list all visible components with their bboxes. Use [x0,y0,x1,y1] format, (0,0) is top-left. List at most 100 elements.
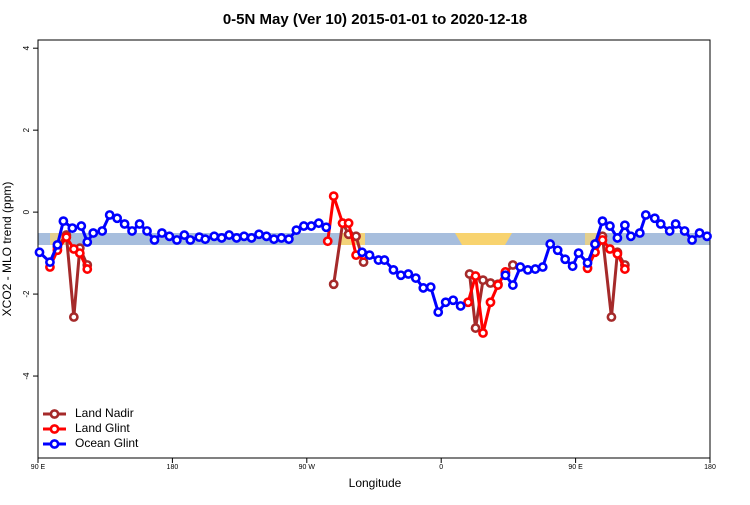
data-point [200,234,211,245]
data-point [142,226,152,236]
data-point [567,261,578,272]
data-point [664,226,675,236]
data-point [605,221,615,231]
data-point [261,231,272,242]
y-axis-label: XCO2 - MLO trend (ppm) [0,182,14,317]
band-highlight [455,233,512,245]
data-point [687,235,697,245]
data-point [507,260,518,270]
data-point [276,233,287,243]
data-point [171,235,182,245]
data-point [537,262,548,272]
data-point [88,228,99,238]
data-point [321,222,332,233]
data-point [619,264,630,274]
data-point [606,312,617,322]
x-tick-label: 180 [167,464,179,471]
data-point [82,264,93,274]
y-tick-label: -4 [22,372,31,380]
data-point [470,323,481,333]
data-point [164,231,175,242]
data-point [298,221,309,231]
x-tick-label: 90 W [299,464,316,471]
background-band [38,233,710,245]
data-point [149,235,160,245]
data-point [127,226,137,236]
y-tick-label: 4 [22,45,31,50]
data-point [410,273,421,283]
x-tick-label: 90 E [31,464,46,471]
data-point [179,230,190,240]
data-point [52,240,63,250]
data-point [612,249,623,259]
band [38,233,710,245]
data-point [58,216,69,227]
data-point [67,223,78,233]
data-point [216,233,227,243]
data-point [694,228,705,238]
data-point [104,210,115,220]
data-point [322,236,333,247]
data-point [134,219,145,229]
data-point [364,250,375,261]
data-point [157,228,167,238]
data-point [515,262,526,272]
data-point [485,278,496,288]
data-point [34,247,45,258]
data-point [679,226,690,236]
data-point [649,213,660,224]
data-point [246,233,257,243]
y-tick-label: 0 [22,209,31,214]
data-point [291,225,302,236]
data-point [425,282,436,293]
data-point [470,271,481,281]
data-point [619,220,630,231]
data-point [625,231,636,242]
data-point [582,258,593,268]
data-point [357,247,367,258]
data-point [485,297,496,308]
data-point [343,218,354,229]
data-point [97,226,108,236]
legend-label: Land Glint [75,421,130,435]
data-point [440,297,451,308]
data-point [702,231,712,242]
data-point [640,210,651,220]
data-point [493,280,503,290]
data-point [68,312,79,322]
data-point [254,229,264,240]
data-point [395,270,406,281]
data-point [328,279,339,290]
legend-label: Ocean Glint [75,436,139,450]
data-point [478,328,488,338]
data-point [112,213,123,224]
data-point [328,191,339,202]
data-point [463,297,473,308]
data-point [269,234,279,245]
data-point [545,239,556,249]
data-point [82,237,93,247]
data-point [448,295,459,306]
data-point [76,221,87,231]
data-point [283,234,294,245]
data-point [418,283,429,293]
data-point [634,228,645,238]
data-point [403,269,414,279]
x-tick-label: 180 [704,464,716,471]
data-point [119,219,130,229]
y-tick-label: 2 [22,127,31,132]
data-point [590,239,600,249]
data-point [313,218,324,229]
data-point [45,257,55,268]
x-axis-label: Longitude [349,476,402,490]
data-point [209,231,220,242]
data-point [500,270,511,281]
data-point [552,245,563,256]
data-point [605,244,615,254]
data-point [231,233,242,243]
data-point [560,254,571,265]
data-point [433,307,444,318]
legend-label: Land Nadir [75,406,134,420]
